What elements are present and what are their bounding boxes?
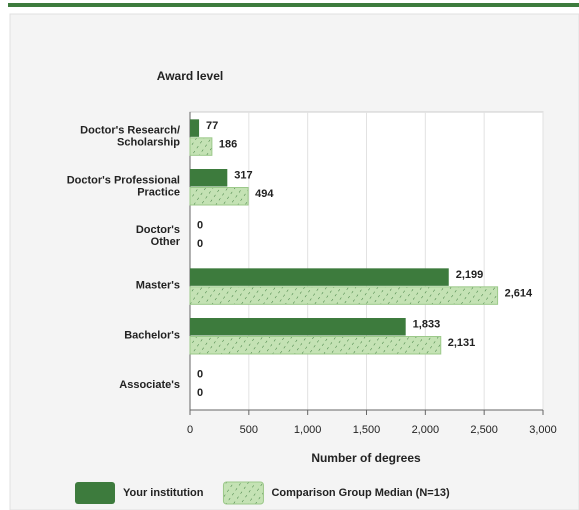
bar: [189, 137, 213, 156]
legend-swatch: [222, 481, 264, 505]
x-tick-label: 0: [187, 424, 193, 436]
value-label: 0: [197, 219, 203, 231]
value-label: 1,833: [413, 319, 441, 331]
y-tick-label: Scholarship: [117, 137, 180, 149]
y-tick-label: Other: [151, 236, 181, 248]
legend-label: Comparison Group Median (N=13): [271, 487, 449, 499]
x-tick-label: 2,500: [470, 424, 498, 436]
value-label: 0: [197, 238, 203, 250]
value-label: 77: [206, 120, 218, 132]
value-label: 317: [234, 170, 252, 182]
bar: [190, 169, 228, 187]
bar: [190, 119, 200, 137]
value-label: 186: [219, 138, 237, 150]
value-label: 2,131: [448, 337, 476, 349]
value-label: 0: [197, 368, 203, 380]
y-tick-label: Doctor's Professional: [67, 174, 180, 186]
y-tick-label: Master's: [136, 280, 180, 292]
y-tick-label: Doctor's: [136, 224, 180, 236]
x-tick-label: 500: [240, 424, 258, 436]
bar: [190, 268, 449, 286]
y-axis-title: Award level: [157, 69, 223, 83]
y-tick-label: Doctor's Research/: [80, 125, 180, 137]
bar: [189, 336, 442, 355]
legend-label: Your institution: [123, 487, 204, 499]
x-tick-label: 3,000: [529, 424, 557, 436]
bar: [189, 286, 499, 305]
bar: [190, 318, 406, 336]
y-tick-label: Practice: [137, 186, 180, 198]
y-tick-label: Bachelor's: [124, 329, 180, 341]
x-tick-label: 1,500: [353, 424, 381, 436]
bar: [189, 187, 249, 206]
value-label: 2,614: [505, 287, 533, 299]
value-label: 494: [255, 188, 274, 200]
legend-swatch: [75, 482, 115, 504]
top-rule: [8, 3, 579, 7]
value-label: 2,199: [456, 269, 484, 281]
y-tick-label: Associate's: [119, 379, 180, 391]
x-tick-label: 2,000: [412, 424, 440, 436]
value-label: 0: [197, 387, 203, 399]
x-tick-label: 1,000: [294, 424, 322, 436]
x-axis-title: Number of degrees: [311, 451, 421, 465]
